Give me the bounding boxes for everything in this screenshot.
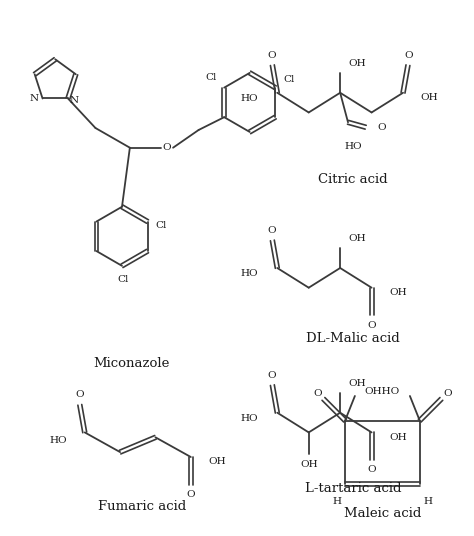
Text: HO: HO	[240, 270, 258, 278]
Text: N: N	[70, 96, 79, 105]
Text: OH: OH	[348, 234, 365, 243]
Text: HO: HO	[240, 414, 258, 423]
Text: HO: HO	[49, 436, 67, 445]
Text: OHHO: OHHO	[365, 386, 400, 396]
Text: OH: OH	[389, 288, 407, 297]
Text: O: O	[75, 391, 84, 399]
Text: O: O	[186, 490, 195, 499]
Text: O: O	[163, 143, 172, 152]
Text: Fumaric acid: Fumaric acid	[98, 500, 186, 513]
Text: Cl: Cl	[283, 75, 294, 84]
Text: H: H	[333, 497, 342, 506]
Text: O: O	[377, 123, 386, 132]
Text: O: O	[267, 226, 276, 235]
Text: Maleic acid: Maleic acid	[344, 507, 421, 519]
Text: OH: OH	[300, 460, 318, 470]
Text: O: O	[313, 389, 322, 398]
Text: OH: OH	[348, 59, 365, 68]
Text: O: O	[405, 51, 413, 60]
Text: Cl: Cl	[117, 275, 128, 284]
Text: Miconazole: Miconazole	[94, 357, 170, 370]
Text: O: O	[367, 321, 376, 330]
Text: O: O	[443, 389, 452, 398]
Text: Cl: Cl	[155, 221, 167, 230]
Text: OH: OH	[348, 378, 365, 388]
Text: H: H	[423, 497, 432, 506]
Text: HO: HO	[344, 143, 362, 151]
Text: O: O	[267, 51, 276, 60]
Text: O: O	[267, 371, 276, 380]
Text: Cl: Cl	[205, 73, 216, 83]
Text: OH: OH	[389, 433, 407, 442]
Text: HO: HO	[240, 94, 258, 103]
Text: N: N	[29, 94, 38, 103]
Text: OH: OH	[209, 457, 226, 466]
Text: OH: OH	[421, 93, 438, 102]
Text: Citric acid: Citric acid	[318, 173, 388, 186]
Text: O: O	[367, 465, 376, 474]
Text: DL-Malic acid: DL-Malic acid	[306, 332, 400, 345]
Text: L-tartaric acid: L-tartaric acid	[305, 482, 401, 495]
